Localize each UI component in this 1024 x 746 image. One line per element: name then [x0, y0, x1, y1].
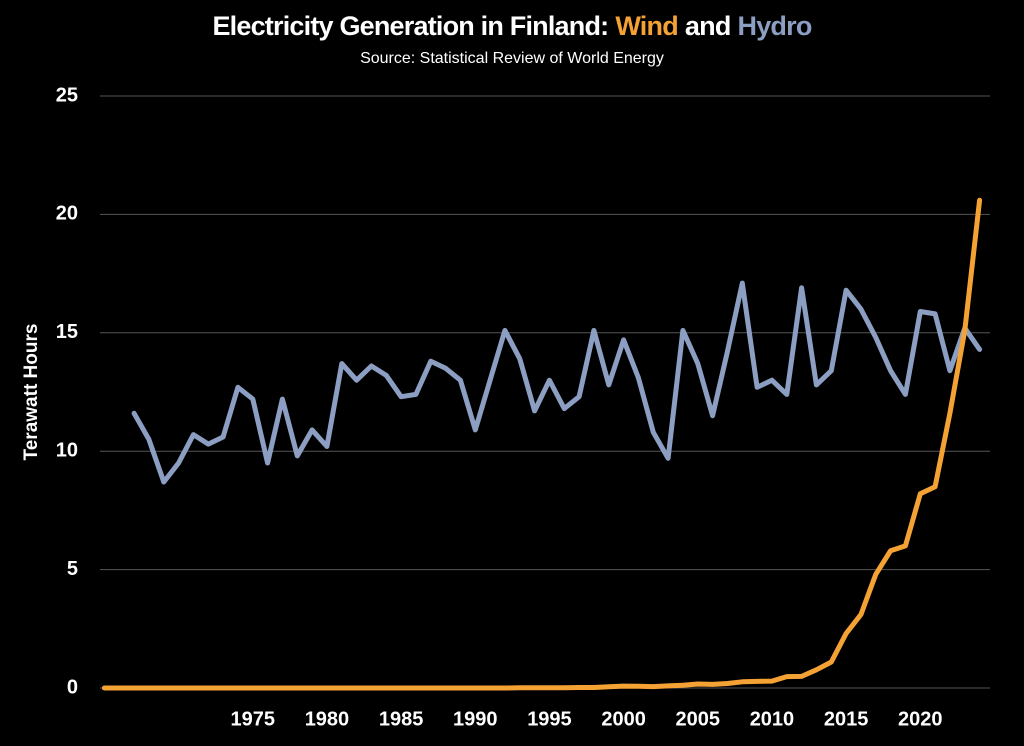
- chart-title: and: [685, 11, 731, 41]
- x-tick-label: 2005: [676, 708, 721, 730]
- x-tick-label: 1990: [453, 708, 498, 730]
- x-tick-label: 1975: [231, 708, 276, 730]
- chart-subtitle: Source: Statistical Review of World Ener…: [360, 50, 664, 67]
- y-tick-label: 0: [67, 676, 78, 698]
- line-series: [101, 197, 983, 691]
- y-tick-label: 5: [67, 558, 78, 580]
- x-tick-label: 1985: [379, 708, 424, 730]
- x-tick-label: 2010: [750, 708, 795, 730]
- y-tick-label: 20: [56, 203, 78, 225]
- y-tick-label: 10: [56, 439, 78, 461]
- chart-title: Electricity Generation in Finland:: [212, 11, 608, 41]
- x-tick-label: 2015: [824, 708, 869, 730]
- x-tick-label: 1995: [527, 708, 572, 730]
- legend-entry: Hydro: [738, 11, 812, 41]
- line-series: [131, 280, 983, 485]
- x-tick-label: 1980: [305, 708, 350, 730]
- x-tick-label: 2000: [601, 708, 646, 730]
- y-tick-label: 25: [56, 84, 78, 106]
- y-axis-label: Terawatt Hours: [21, 324, 42, 461]
- legend-entry: Wind: [615, 11, 678, 41]
- x-tick-label: 2020: [898, 708, 943, 730]
- y-tick-label: 15: [56, 321, 78, 343]
